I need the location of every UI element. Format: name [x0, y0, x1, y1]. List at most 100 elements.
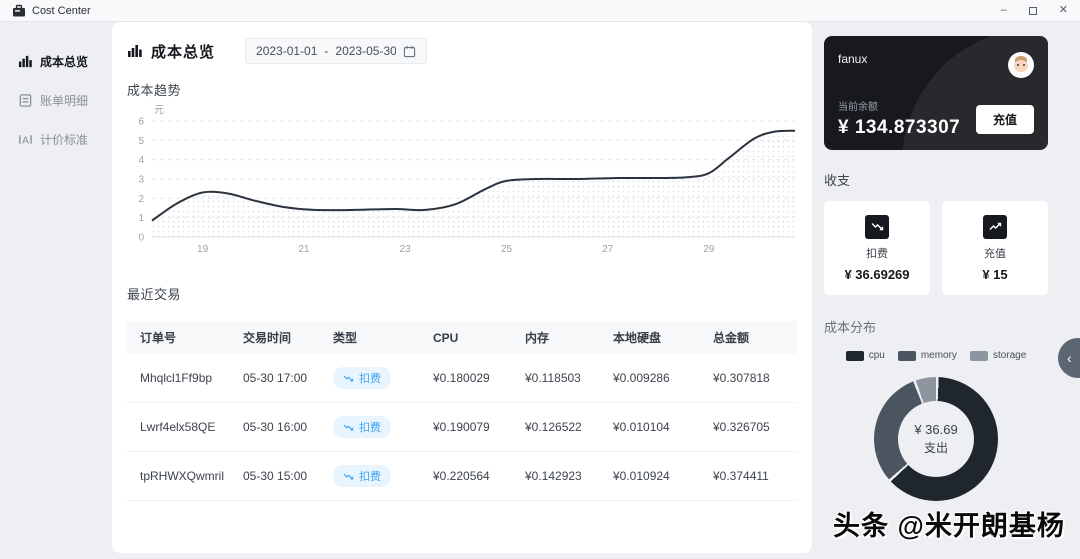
cell-order-id: Mhqlcl1Ff9bp: [127, 354, 237, 403]
cell-order-id: tpRHWXQwmril: [127, 451, 237, 501]
minimize-icon[interactable]: –: [1000, 4, 1007, 16]
cost-trend-chart: 0 1 2 3 4 5 6 元 19 21 23 25 27 29: [127, 105, 797, 260]
sidebar-item-label: 账单明细: [40, 94, 89, 108]
income-expense-title: 收支: [824, 173, 851, 188]
trend-section-title: 成本趋势: [127, 83, 182, 98]
recharge-button[interactable]: 充值: [975, 105, 1034, 134]
svg-text:2: 2: [138, 194, 144, 205]
col-disk: 本地硬盘: [613, 331, 662, 345]
maximize-icon[interactable]: [1028, 6, 1037, 15]
cell-memory: ¥0.118503: [519, 354, 607, 403]
sidebar-item-label: 计价标准: [40, 133, 89, 147]
cell-total: ¥0.326705: [707, 402, 797, 452]
legend-item-memory[interactable]: memory: [897, 350, 957, 361]
trend-down-icon: [343, 424, 354, 431]
deduction-badge: 扣费: [333, 465, 391, 487]
legend-swatch: [897, 350, 916, 361]
date-separator: -: [324, 44, 329, 58]
legend-label: cpu: [868, 350, 885, 361]
col-type: 类型: [333, 331, 358, 345]
window-title: Cost Center: [32, 4, 91, 17]
cell-type: 扣费: [327, 451, 427, 501]
cell-time: 05-30 17:00: [237, 354, 327, 403]
transactions-body: Mhqlcl1Ff9bp 05-30 17:00 扣费 ¥0.180029 ¥0.118…: [127, 354, 797, 501]
account-name: fanux: [838, 52, 868, 66]
cell-disk: ¥0.009286: [607, 354, 707, 403]
sidebar-item-pricing-standard[interactable]: A 计价标准: [0, 120, 112, 159]
cell-cpu: ¥0.220564: [427, 451, 519, 501]
avatar[interactable]: [1008, 52, 1034, 78]
sidebar-item-cost-overview[interactable]: 成本总览: [0, 42, 112, 81]
trend-down-icon: [343, 375, 354, 382]
sidebar: 成本总览 账单明细 A 计价标准: [0, 22, 112, 159]
col-total: 总金额: [713, 331, 750, 345]
balance-label: 当前余额: [838, 102, 878, 113]
panel-collapse-button[interactable]: ‹: [1058, 338, 1080, 378]
balance-value: ¥ 134.873307: [838, 117, 961, 138]
trend-down-icon: [865, 214, 889, 239]
svg-text:23: 23: [400, 244, 412, 255]
bar-chart-icon: [128, 45, 142, 57]
svg-text:6: 6: [138, 117, 144, 128]
col-time: 交易时间: [243, 331, 292, 345]
svg-text:1: 1: [138, 213, 144, 224]
table-row: Lwrf4elx58QE 05-30 16:00 扣费 ¥0.190079 ¥0.126…: [127, 402, 797, 452]
sidebar-item-label: 成本总览: [40, 55, 89, 69]
legend-swatch: [969, 350, 988, 361]
cell-time: 05-30 16:00: [237, 402, 327, 452]
col-order-id: 订单号: [140, 331, 177, 345]
sidebar-item-bill-details[interactable]: 账单明细: [0, 81, 112, 120]
donut-center-label: 支出: [923, 441, 948, 455]
calendar-icon: [404, 45, 416, 57]
transactions-table: 订单号 交易时间 类型 CPU 内存 本地硬盘 总金额 Mhqlcl1Ff9bp…: [127, 321, 797, 501]
panel-header: 成本总览 2023-01-01 - 2023-05-30: [127, 38, 797, 64]
legend-label: memory: [920, 350, 957, 361]
svg-text:5: 5: [138, 136, 144, 147]
date-end: 2023-05-30: [335, 44, 397, 58]
cell-type: 扣费: [327, 354, 427, 403]
svg-text:4: 4: [138, 155, 144, 166]
trend-up-icon: [983, 214, 1007, 239]
cell-order-id: Lwrf4elx58QE: [127, 402, 237, 452]
deduction-label: 扣费: [866, 247, 888, 260]
date-range-picker[interactable]: 2023-01-01 - 2023-05-30: [245, 38, 428, 64]
svg-text:元: 元: [154, 105, 164, 116]
svg-text:19: 19: [197, 244, 209, 255]
recharge-label: 充值: [984, 247, 1006, 260]
right-sidebar: fanux 当前余额 ¥ 134.873307 充值 收支 扣费 ¥ 36.69…: [824, 36, 1048, 501]
transactions-section-title: 最近交易: [127, 287, 182, 302]
chevron-left-icon: ‹: [1067, 350, 1072, 366]
cell-total: ¥0.307818: [707, 354, 797, 403]
account-card: fanux 当前余额 ¥ 134.873307 充值: [824, 36, 1048, 150]
table-row: Mhqlcl1Ff9bp 05-30 17:00 扣费 ¥0.180029 ¥0.118…: [127, 354, 797, 403]
legend-item-storage[interactable]: storage: [969, 350, 1027, 361]
legend-item-cpu[interactable]: cpu: [845, 350, 885, 361]
svg-text:27: 27: [602, 244, 614, 255]
svg-text:A: A: [22, 135, 29, 146]
window-titlebar: Cost Center – ✕: [0, 0, 1080, 22]
deduction-card: 扣费 ¥ 36.69269: [824, 201, 930, 295]
bar-chart-icon: [18, 55, 32, 68]
svg-text:0: 0: [138, 233, 144, 244]
legend-label: storage: [992, 350, 1027, 361]
donut-center-amount: ¥ 36.69: [914, 422, 958, 437]
date-start: 2023-01-01: [256, 44, 318, 58]
cell-memory: ¥0.142923: [519, 451, 607, 501]
distribution-title: 成本分布: [824, 320, 877, 335]
cell-type: 扣费: [327, 402, 427, 452]
cell-time: 05-30 15:00: [237, 451, 327, 501]
table-row: tpRHWXQwmril 05-30 15:00 扣费 ¥0.220564 ¥0.142…: [127, 451, 797, 501]
donut-center: ¥ 36.69 支出: [898, 401, 974, 477]
cell-cpu: ¥0.180029: [427, 354, 519, 403]
watermark: 头条 @米开朗基杨: [833, 511, 1065, 541]
recharge-card: 充值 ¥ 15: [942, 201, 1048, 295]
table-header-row: 订单号 交易时间 类型 CPU 内存 本地硬盘 总金额: [127, 321, 797, 354]
pie-legend: cpu memory storage: [824, 350, 1048, 361]
cell-cpu: ¥0.190079: [427, 402, 519, 452]
pricing-standard-icon: A: [19, 135, 32, 146]
cell-disk: ¥0.010924: [607, 451, 707, 501]
close-icon[interactable]: ✕: [1058, 4, 1068, 16]
cell-memory: ¥0.126522: [519, 402, 607, 452]
svg-text:3: 3: [138, 175, 144, 186]
